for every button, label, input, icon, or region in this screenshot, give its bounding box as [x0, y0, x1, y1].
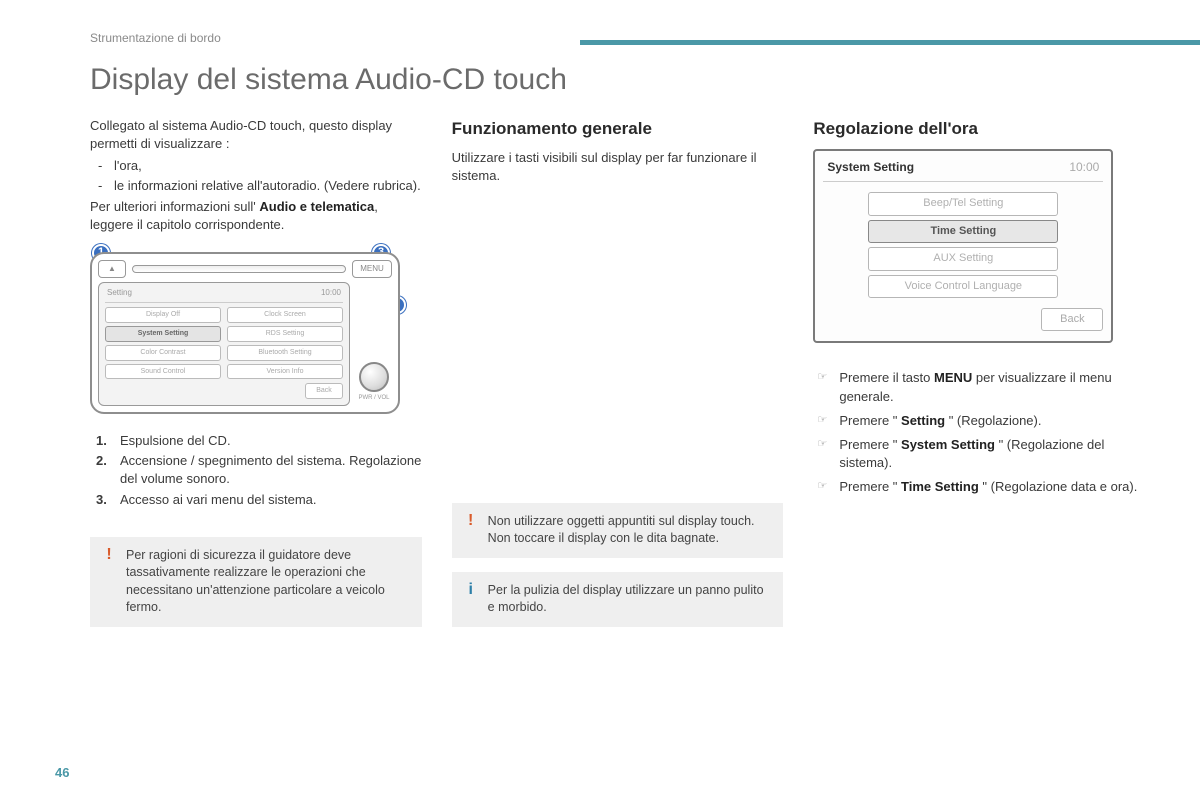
warning-text: Per ragioni di sicurezza il guidatore de…	[126, 547, 408, 617]
column-left: Collegato al sistema Audio-CD touch, que…	[90, 117, 422, 627]
dial-label: PWR / VOL	[358, 394, 389, 402]
panel-title: System Setting	[827, 159, 914, 176]
column-right: Regolazione dell'ora System Setting 10:0…	[813, 117, 1145, 627]
screen-back-button[interactable]: Back	[305, 383, 343, 399]
step-item: Premere " Time Setting " (Regolazione da…	[813, 478, 1145, 496]
screen-menu-item[interactable]: Clock Screen	[227, 307, 343, 323]
screen-menu-item[interactable]: Color Contrast	[105, 345, 221, 361]
list-item: l'ora,	[90, 157, 422, 175]
warning-text: Non utilizzare oggetti appuntiti sul dis…	[488, 513, 755, 548]
power-volume-dial[interactable]	[359, 362, 389, 392]
touch-warning-box: ! Non utilizzare oggetti appuntiti sul d…	[452, 503, 784, 558]
panel-menu-item[interactable]: AUX Setting	[868, 247, 1058, 270]
panel-menu-item[interactable]: Time Setting	[868, 220, 1058, 243]
system-setting-panel: System Setting 10:00 Beep/Tel Setting Tim…	[813, 149, 1113, 344]
screen-time: 10:00	[321, 287, 341, 298]
panel-menu-item[interactable]: Voice Control Language	[868, 275, 1058, 298]
panel-time: 10:00	[1069, 159, 1099, 176]
screen-menu-item[interactable]: Sound Control	[105, 364, 221, 380]
info-icon: i	[464, 582, 478, 617]
list-item: le informazioni relative all'autoradio. …	[90, 177, 422, 195]
screen-menu-item[interactable]: RDS Setting	[227, 326, 343, 342]
step-item: Premere " Setting " (Regolazione).	[813, 412, 1145, 430]
list-item: Espulsione del CD.	[90, 432, 422, 450]
column-middle: Funzionamento generale Utilizzare i tast…	[452, 117, 784, 627]
section-heading-operation: Funzionamento generale	[452, 117, 784, 141]
info-text: Per la pulizia del display utilizzare un…	[488, 582, 770, 617]
cleaning-info-box: i Per la pulizia del display utilizzare …	[452, 572, 784, 627]
panel-menu-item[interactable]: Beep/Tel Setting	[868, 192, 1058, 215]
screen-menu-item[interactable]: Display Off	[105, 307, 221, 323]
touch-screen[interactable]: Setting 10:00 Display Off Clock Screen Sys…	[98, 282, 350, 406]
step-item: Premere " System Setting " (Regolazione …	[813, 436, 1145, 472]
list-item: Accesso ai vari menu del sistema.	[90, 491, 422, 509]
screen-menu-item[interactable]: System Setting	[105, 326, 221, 342]
screen-title: Setting	[107, 287, 132, 298]
more-info-text: Per ulteriori informazioni sull' Audio e…	[90, 198, 422, 234]
screen-menu-item[interactable]: Bluetooth Setting	[227, 345, 343, 361]
cd-slot	[132, 265, 346, 273]
panel-back-button[interactable]: Back	[1041, 308, 1103, 331]
screen-menu-item[interactable]: Version Info	[227, 364, 343, 380]
diagram-legend: Espulsione del CD. Accensione / spegnime…	[90, 432, 422, 509]
page-title: Display del sistema Audio-CD touch	[90, 59, 1145, 101]
time-setting-steps: Premere il tasto MENU per visualizzare i…	[813, 369, 1145, 496]
eject-button[interactable]: ▲	[98, 260, 126, 278]
header-accent-bar	[580, 40, 1200, 45]
warning-icon: !	[464, 513, 478, 548]
page-number: 46	[55, 764, 69, 782]
safety-warning-box: ! Per ragioni di sicurezza il guidatore …	[90, 537, 422, 627]
operation-text: Utilizzare i tasti visibili sul display …	[452, 149, 784, 185]
step-item: Premere il tasto MENU per visualizzare i…	[813, 369, 1145, 405]
device-diagram: 1 3 2 ▲ MENU Setting 10:00 Display OffCl…	[90, 252, 400, 414]
section-heading-time: Regolazione dell'ora	[813, 117, 1145, 141]
intro-bullets: l'ora, le informazioni relative all'auto…	[90, 157, 422, 195]
list-item: Accensione / spegnimento del sistema. Re…	[90, 452, 422, 488]
intro-text: Collegato al sistema Audio-CD touch, que…	[90, 117, 422, 153]
warning-icon: !	[102, 547, 116, 617]
menu-button[interactable]: MENU	[352, 260, 392, 278]
